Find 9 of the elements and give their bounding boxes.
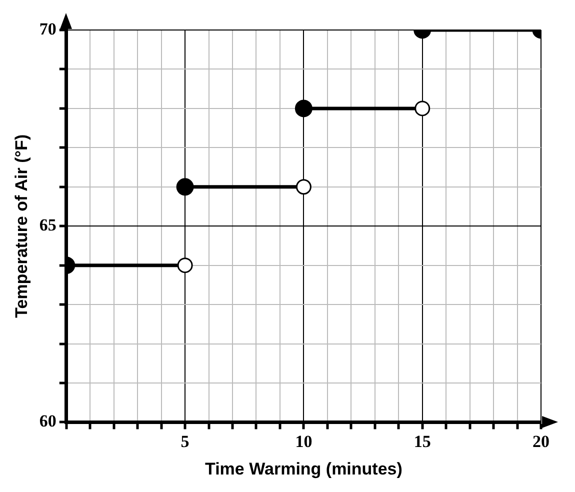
x-axis-title: Time Warming (minutes) xyxy=(204,459,402,478)
y-axis-title: Temperature of Air (°F) xyxy=(12,134,31,318)
x-tick-label: 15 xyxy=(414,432,431,451)
y-tick-label: 60 xyxy=(39,412,56,431)
x-tick-label: 10 xyxy=(295,432,312,451)
x-tick-label: 5 xyxy=(180,432,190,451)
y-tick-label: 70 xyxy=(39,19,56,38)
y-tick-label: 65 xyxy=(39,215,56,234)
x-tick-label: 20 xyxy=(532,432,550,451)
